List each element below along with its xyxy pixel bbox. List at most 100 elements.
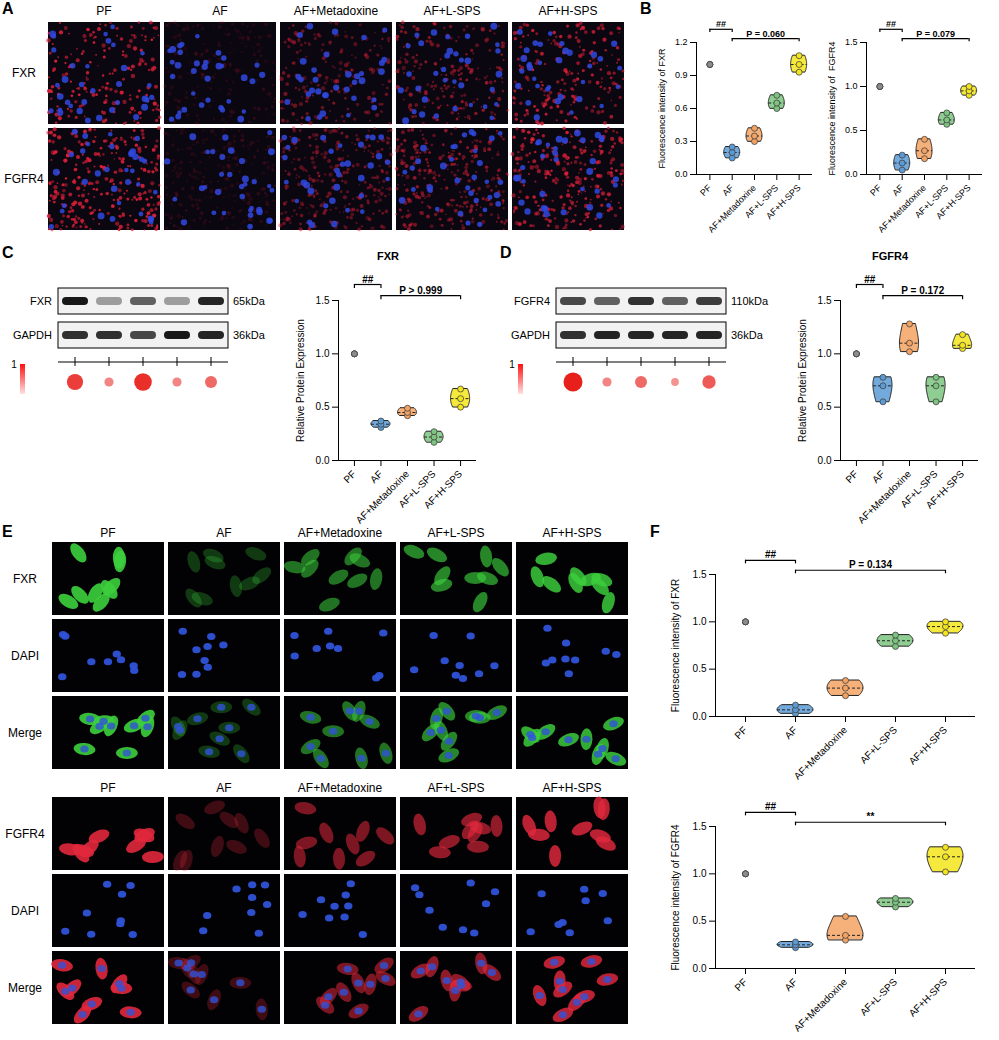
svg-text:1: 1 — [11, 359, 17, 370]
svg-text:Fluorescence intensity of FXR: Fluorescence intensity of FXR — [657, 48, 667, 169]
svg-text:0.5: 0.5 — [316, 401, 330, 412]
svg-text:PF: PF — [698, 182, 714, 198]
svg-text:1.0: 1.0 — [818, 348, 832, 359]
svg-text:1.0: 1.0 — [693, 616, 707, 627]
svg-text:0.5: 0.5 — [693, 915, 707, 926]
svg-text:1.0: 1.0 — [845, 81, 858, 91]
svg-text:1: 1 — [509, 359, 515, 370]
svg-text:PF: PF — [843, 468, 860, 485]
svg-text:110kDa: 110kDa — [731, 295, 769, 307]
svg-text:AF+H-SPS: AF+H-SPS — [542, 781, 601, 795]
svg-text:Fluorescence intensity of FGFR: Fluorescence intensity of FGFR4 — [670, 824, 681, 971]
svg-text:P = 0.172: P = 0.172 — [901, 285, 944, 296]
svg-text:AF+Metadoxine: AF+Metadoxine — [294, 4, 379, 18]
svg-text:PF: PF — [100, 526, 115, 540]
svg-text:**: ** — [867, 811, 875, 822]
svg-text:AF: AF — [782, 724, 799, 741]
svg-text:0.0: 0.0 — [316, 455, 330, 466]
svg-text:PF: PF — [868, 182, 884, 198]
svg-text:FXR: FXR — [30, 295, 52, 307]
svg-text:DAPI: DAPI — [11, 649, 39, 663]
svg-text:0.0: 0.0 — [675, 169, 688, 179]
svg-text:1.5: 1.5 — [845, 37, 858, 47]
svg-text:0.0: 0.0 — [693, 963, 707, 974]
svg-text:AF: AF — [782, 976, 799, 993]
svg-text:65kDa: 65kDa — [233, 295, 266, 307]
svg-text:P = 0.079: P = 0.079 — [916, 29, 955, 39]
svg-text:1.5: 1.5 — [693, 569, 707, 580]
svg-text:AF+L-SPS: AF+L-SPS — [427, 781, 484, 795]
svg-text:FGFR4: FGFR4 — [514, 295, 550, 307]
svg-text:Fluorescence intensity of FGF: Fluorescence intensity of FGFR4 — [827, 41, 837, 175]
svg-text:AF: AF — [368, 468, 385, 485]
svg-text:AF+Metadoxine: AF+Metadoxine — [792, 724, 850, 782]
svg-text:0.9: 0.9 — [675, 70, 688, 80]
svg-text:AF+H-SPS: AF+H-SPS — [907, 724, 950, 767]
svg-text:##: ## — [864, 274, 876, 285]
svg-text:0.6: 0.6 — [675, 103, 688, 113]
svg-text:Merge: Merge — [8, 981, 42, 995]
svg-text:##: ## — [886, 19, 896, 29]
svg-text:##: ## — [765, 801, 777, 812]
svg-text:1.2: 1.2 — [675, 37, 688, 47]
svg-text:0.3: 0.3 — [675, 136, 688, 146]
svg-text:P = 0.060: P = 0.060 — [746, 29, 785, 39]
svg-text:AF+H-SPS: AF+H-SPS — [934, 183, 972, 221]
svg-text:AF+L-SPS: AF+L-SPS — [858, 976, 900, 1018]
svg-text:0.0: 0.0 — [818, 455, 832, 466]
svg-text:PF: PF — [100, 781, 115, 795]
svg-text:0.5: 0.5 — [845, 125, 858, 135]
svg-text:Relative Protein Expression: Relative Protein Expression — [797, 319, 808, 442]
svg-text:1.5: 1.5 — [316, 295, 330, 306]
svg-text:PF: PF — [732, 724, 749, 741]
svg-text:GAPDH: GAPDH — [13, 329, 52, 341]
svg-text:FGFR4: FGFR4 — [5, 827, 45, 841]
svg-text:PF: PF — [341, 468, 358, 485]
svg-text:AF: AF — [216, 781, 231, 795]
svg-text:AF+H-SPS: AF+H-SPS — [764, 183, 802, 221]
svg-text:AF+L-SPS: AF+L-SPS — [423, 4, 480, 18]
svg-text:Merge: Merge — [8, 726, 42, 740]
svg-text:FXR: FXR — [13, 572, 37, 586]
svg-text:P > 0.999: P > 0.999 — [399, 285, 442, 296]
svg-text:0.0: 0.0 — [845, 169, 858, 179]
svg-text:0.0: 0.0 — [693, 711, 707, 722]
svg-text:AF+Metadoxine: AF+Metadoxine — [792, 976, 850, 1034]
svg-text:AF+H-SPS: AF+H-SPS — [422, 468, 465, 511]
svg-text:##: ## — [716, 19, 726, 29]
svg-text:AF+L-SPS: AF+L-SPS — [858, 724, 900, 766]
svg-text:AF+L-SPS: AF+L-SPS — [427, 526, 484, 540]
svg-text:Relative Protein Expression: Relative Protein Expression — [295, 319, 306, 442]
svg-text:AF+H-SPS: AF+H-SPS — [924, 468, 967, 511]
svg-text:AF+Metadoxine: AF+Metadoxine — [855, 468, 914, 526]
svg-text:AF+H-SPS: AF+H-SPS — [538, 4, 597, 18]
svg-text:##: ## — [765, 549, 777, 560]
svg-text:AF: AF — [890, 182, 906, 198]
svg-text:P = 0.134: P = 0.134 — [849, 559, 892, 570]
svg-text:##: ## — [362, 274, 374, 285]
svg-text:PF: PF — [732, 976, 749, 993]
svg-text:AF+Metadoxine: AF+Metadoxine — [298, 781, 383, 795]
svg-text:AF: AF — [720, 182, 736, 198]
svg-text:36kDa: 36kDa — [731, 329, 764, 341]
svg-text:AF+Metadoxine: AF+Metadoxine — [298, 526, 383, 540]
svg-text:0.5: 0.5 — [818, 401, 832, 412]
svg-text:AF+Metadoxine: AF+Metadoxine — [353, 468, 412, 526]
svg-text:AF: AF — [216, 526, 231, 540]
svg-text:1.0: 1.0 — [316, 348, 330, 359]
svg-text:AF+H-SPS: AF+H-SPS — [907, 976, 950, 1019]
svg-text:GAPDH: GAPDH — [511, 329, 550, 341]
svg-text:1.5: 1.5 — [693, 821, 707, 832]
svg-text:PF: PF — [96, 4, 111, 18]
svg-text:AF+H-SPS: AF+H-SPS — [542, 526, 601, 540]
svg-text:DAPI: DAPI — [11, 904, 39, 918]
svg-text:36kDa: 36kDa — [233, 329, 266, 341]
svg-text:Fluorescence intensity of FXR: Fluorescence intensity of FXR — [670, 579, 681, 712]
svg-text:AF: AF — [212, 4, 227, 18]
svg-text:1.0: 1.0 — [693, 868, 707, 879]
svg-text:FXR: FXR — [12, 66, 36, 80]
svg-text:AF: AF — [870, 468, 887, 485]
svg-text:FGFR4: FGFR4 — [4, 172, 44, 186]
svg-text:0.5: 0.5 — [693, 663, 707, 674]
svg-text:1.5: 1.5 — [818, 295, 832, 306]
